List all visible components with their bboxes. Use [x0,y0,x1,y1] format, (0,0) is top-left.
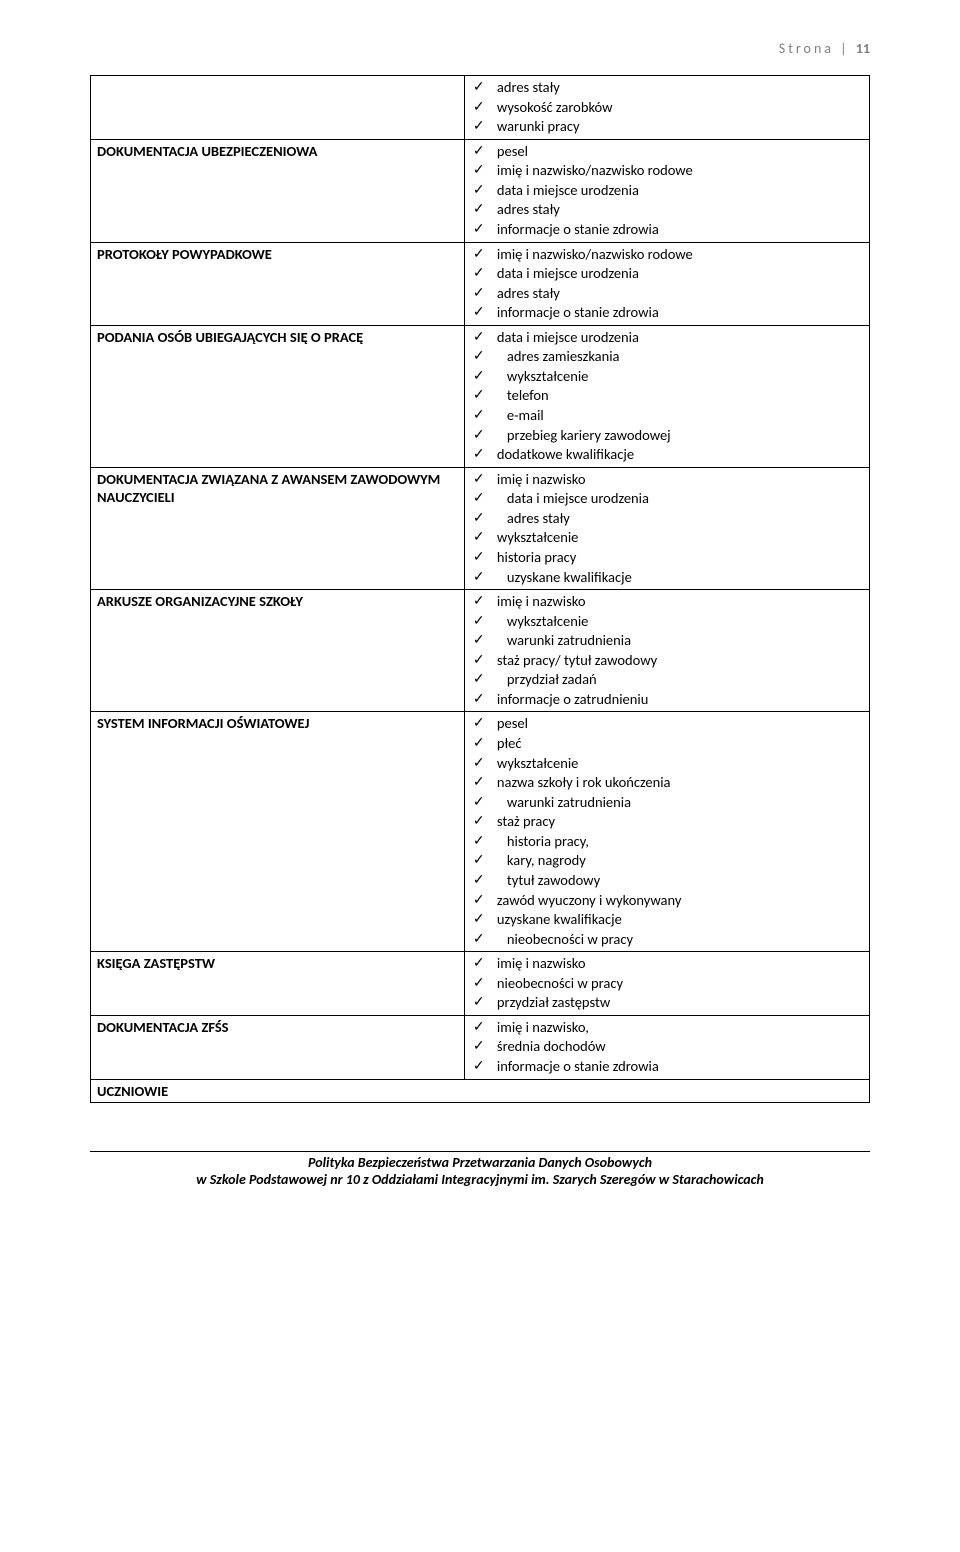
table-row: SYSTEM INFORMACJI OŚWIATOWEJpeselpłećwyk… [91,712,870,952]
row-items: imię i nazwisko/nazwisko rodowedata i mi… [464,242,869,325]
row-category [91,76,465,140]
row-category: DOKUMENTACJA ZWIĄZANA Z AWANSEM ZAWODOWY… [91,467,465,589]
list-item: informacje o stanie zdrowia [489,303,863,323]
list-item: data i miejsce urodzenia [489,328,863,348]
list-item: informacje o stanie zdrowia [489,1057,863,1077]
row-category: SYSTEM INFORMACJI OŚWIATOWEJ [91,712,465,952]
list-item: imię i nazwisko/nazwisko rodowe [489,245,863,265]
section-label: UCZNIOWIE [91,1079,870,1102]
list-item: imię i nazwisko, [489,1018,863,1038]
list-item: imię i nazwisko [489,954,863,974]
table-row: DOKUMENTACJA ZFŚSimię i nazwisko,średnia… [91,1015,870,1079]
list-item: adres stały [489,284,863,304]
row-items: imię i nazwisko,średnia dochodówinformac… [464,1015,869,1079]
row-items: peselimię i nazwisko/nazwisko rodowedata… [464,139,869,242]
list-item: data i miejsce urodzenia [489,181,863,201]
list-item: telefon [489,386,863,406]
list-item: dodatkowe kwalifikacje [489,445,863,465]
footer-rule [90,1151,870,1152]
row-category: DOKUMENTACJA ZFŚS [91,1015,465,1079]
list-item: uzyskane kwalifikacje [489,910,863,930]
list-item: wykształcenie [489,754,863,774]
row-items: imię i nazwiskodata i miejsce urodzeniaa… [464,467,869,589]
table-row: adres staływysokość zarobkówwarunki prac… [91,76,870,140]
list-item: data i miejsce urodzenia [489,264,863,284]
footer-line1: Polityka Bezpieczeństwa Przetwarzania Da… [90,1154,870,1171]
main-table: adres staływysokość zarobkówwarunki prac… [90,75,870,1103]
list-item: płeć [489,734,863,754]
list-item: imię i nazwisko [489,470,863,490]
header-page: 11 [856,40,870,57]
list-item: wykształcenie [489,367,863,387]
table-row: DOKUMENTACJA UBEZPIECZENIOWApeselimię i … [91,139,870,242]
list-item: staż pracy [489,812,863,832]
list-item: data i miejsce urodzenia [489,489,863,509]
list-item: historia pracy [489,548,863,568]
row-items: imię i nazwiskowykształceniewarunki zatr… [464,590,869,712]
list-item: adres stały [489,200,863,220]
header-label: Strona [779,40,834,57]
list-item: e-mail [489,406,863,426]
list-item: wykształcenie [489,612,863,632]
section-row: UCZNIOWIE [91,1079,870,1102]
row-category: PROTOKOŁY POWYPADKOWE [91,242,465,325]
list-item: warunki zatrudnienia [489,793,863,813]
list-item: imię i nazwisko/nazwisko rodowe [489,161,863,181]
row-category: ARKUSZE ORGANIZACYJNE SZKOŁY [91,590,465,712]
list-item: adres stały [489,78,863,98]
list-item: wysokość zarobków [489,98,863,118]
list-item: uzyskane kwalifikacje [489,568,863,588]
table-row: DOKUMENTACJA ZWIĄZANA Z AWANSEM ZAWODOWY… [91,467,870,589]
list-item: przydział zadań [489,670,863,690]
list-item: przydział zastępstw [489,993,863,1013]
page-header: Strona | 11 [90,40,870,57]
list-item: adres stały [489,509,863,529]
row-category: KSIĘGA ZASTĘPSTW [91,952,465,1016]
list-item: tytuł zawodowy [489,871,863,891]
row-items: adres staływysokość zarobkówwarunki prac… [464,76,869,140]
list-item: informacje o stanie zdrowia [489,220,863,240]
list-item: średnia dochodów [489,1037,863,1057]
header-sep: | [834,40,856,57]
row-category: PODANIA OSÓB UBIEGAJĄCYCH SIĘ O PRACĘ [91,325,465,467]
list-item: staż pracy/ tytuł zawodowy [489,651,863,671]
footer-line2: w Szkole Podstawowej nr 10 z Oddziałami … [90,1171,870,1188]
list-item: nazwa szkoły i rok ukończenia [489,773,863,793]
list-item: zawód wyuczony i wykonywany [489,891,863,911]
table-row: KSIĘGA ZASTĘPSTWimię i nazwiskonieobecno… [91,952,870,1016]
list-item: pesel [489,142,863,162]
row-items: imię i nazwiskonieobecności w pracyprzyd… [464,952,869,1016]
list-item: nieobecności w pracy [489,974,863,994]
list-item: informacje o zatrudnieniu [489,690,863,710]
list-item: przebieg kariery zawodowej [489,426,863,446]
list-item: imię i nazwisko [489,592,863,612]
page-footer: Polityka Bezpieczeństwa Przetwarzania Da… [90,1151,870,1188]
list-item: nieobecności w pracy [489,930,863,950]
list-item: warunki zatrudnienia [489,631,863,651]
list-item: warunki pracy [489,117,863,137]
list-item: adres zamieszkania [489,347,863,367]
table-row: PODANIA OSÓB UBIEGAJĄCYCH SIĘ O PRACĘdat… [91,325,870,467]
row-category: DOKUMENTACJA UBEZPIECZENIOWA [91,139,465,242]
table-row: PROTOKOŁY POWYPADKOWEimię i nazwisko/naz… [91,242,870,325]
list-item: historia pracy, [489,832,863,852]
row-items: data i miejsce urodzeniaadres zamieszkan… [464,325,869,467]
list-item: pesel [489,714,863,734]
list-item: kary, nagrody [489,851,863,871]
table-row: ARKUSZE ORGANIZACYJNE SZKOŁYimię i nazwi… [91,590,870,712]
row-items: peselpłećwykształcenienazwa szkoły i rok… [464,712,869,952]
list-item: wykształcenie [489,528,863,548]
